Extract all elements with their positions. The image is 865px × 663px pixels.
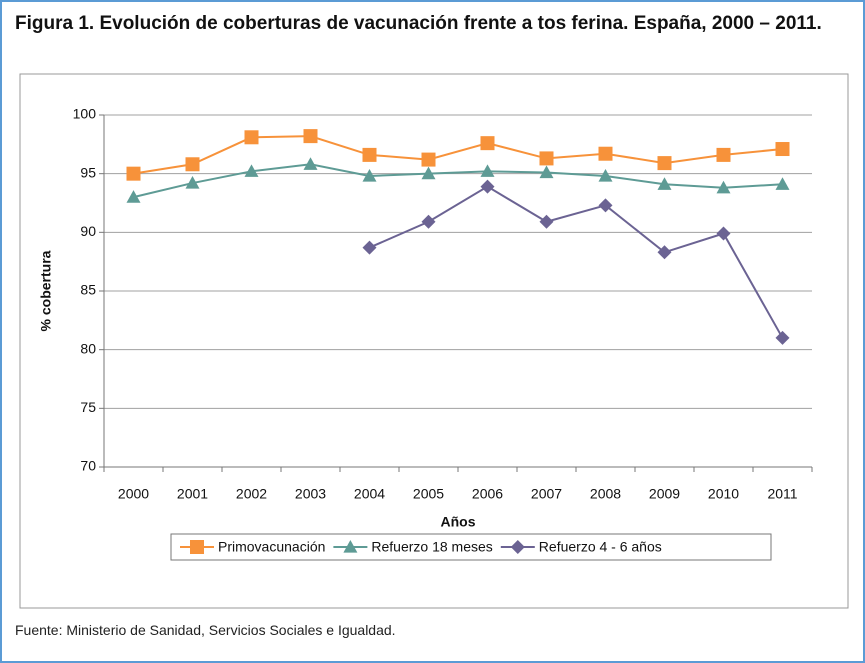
y-axis-label: % cobertura — [38, 250, 54, 331]
marker — [539, 214, 554, 229]
x-axis-label: Años — [441, 514, 476, 530]
x-tick-label: 2000 — [118, 486, 149, 502]
x-tick-label: 2009 — [649, 486, 680, 502]
legend-label: Refuerzo 4 - 6 años — [539, 539, 662, 555]
marker — [190, 540, 204, 554]
legend-box — [170, 533, 772, 561]
legend-label: Refuerzo 18 meses — [371, 539, 492, 555]
y-tick-label: 80 — [80, 340, 96, 356]
x-tick-label: 2004 — [354, 486, 385, 502]
marker — [480, 164, 495, 177]
marker — [244, 130, 259, 145]
x-tick-label: 2010 — [708, 486, 739, 502]
marker — [775, 177, 790, 190]
marker — [185, 176, 200, 189]
series-line — [133, 135, 783, 175]
marker — [244, 164, 259, 177]
chart-title: Figura 1. Evolución de coberturas de vac… — [15, 13, 822, 34]
marker — [480, 179, 495, 194]
marker — [510, 540, 525, 554]
source-note: Fuente: Ministerio de Sanidad, Servicios… — [15, 622, 396, 638]
marker — [539, 165, 554, 179]
y-tick-label: 70 — [80, 458, 96, 474]
y-tick-label: 100 — [73, 106, 97, 122]
marker — [539, 151, 554, 166]
x-tick-label: 2003 — [295, 486, 326, 502]
marker — [185, 157, 200, 172]
series-line — [133, 163, 783, 199]
marker — [598, 169, 613, 182]
marker — [716, 147, 731, 162]
marker — [362, 169, 377, 182]
marker — [126, 166, 141, 181]
marker — [303, 129, 318, 144]
x-tick-label: 2011 — [767, 486, 797, 502]
marker — [598, 198, 613, 213]
marker — [362, 240, 377, 255]
marker — [716, 180, 731, 194]
marker — [716, 226, 731, 241]
x-tick-label: 2005 — [413, 486, 444, 502]
legend-label: Primovacunación — [218, 539, 325, 555]
marker — [303, 157, 318, 170]
x-tick-label: 2001 — [177, 486, 208, 502]
y-tick-label: 85 — [80, 282, 96, 298]
x-tick-label: 2007 — [531, 486, 562, 502]
marker — [362, 147, 377, 162]
marker — [775, 142, 790, 157]
x-tick-label: 2008 — [590, 486, 621, 502]
marker — [480, 136, 495, 151]
marker — [343, 540, 358, 553]
y-tick-label: 90 — [80, 223, 96, 239]
marker — [421, 166, 436, 180]
series-line — [369, 185, 784, 339]
chart-border — [19, 73, 849, 609]
marker — [421, 152, 436, 167]
x-tick-label: 2006 — [472, 486, 503, 502]
marker — [421, 214, 436, 229]
marker — [657, 177, 672, 190]
marker — [598, 146, 613, 161]
y-tick-label: 95 — [80, 164, 96, 180]
marker — [775, 330, 790, 345]
y-tick-label: 75 — [80, 399, 96, 415]
marker — [657, 245, 672, 260]
marker — [657, 156, 672, 171]
marker — [126, 190, 141, 203]
x-tick-label: 2002 — [236, 486, 267, 502]
